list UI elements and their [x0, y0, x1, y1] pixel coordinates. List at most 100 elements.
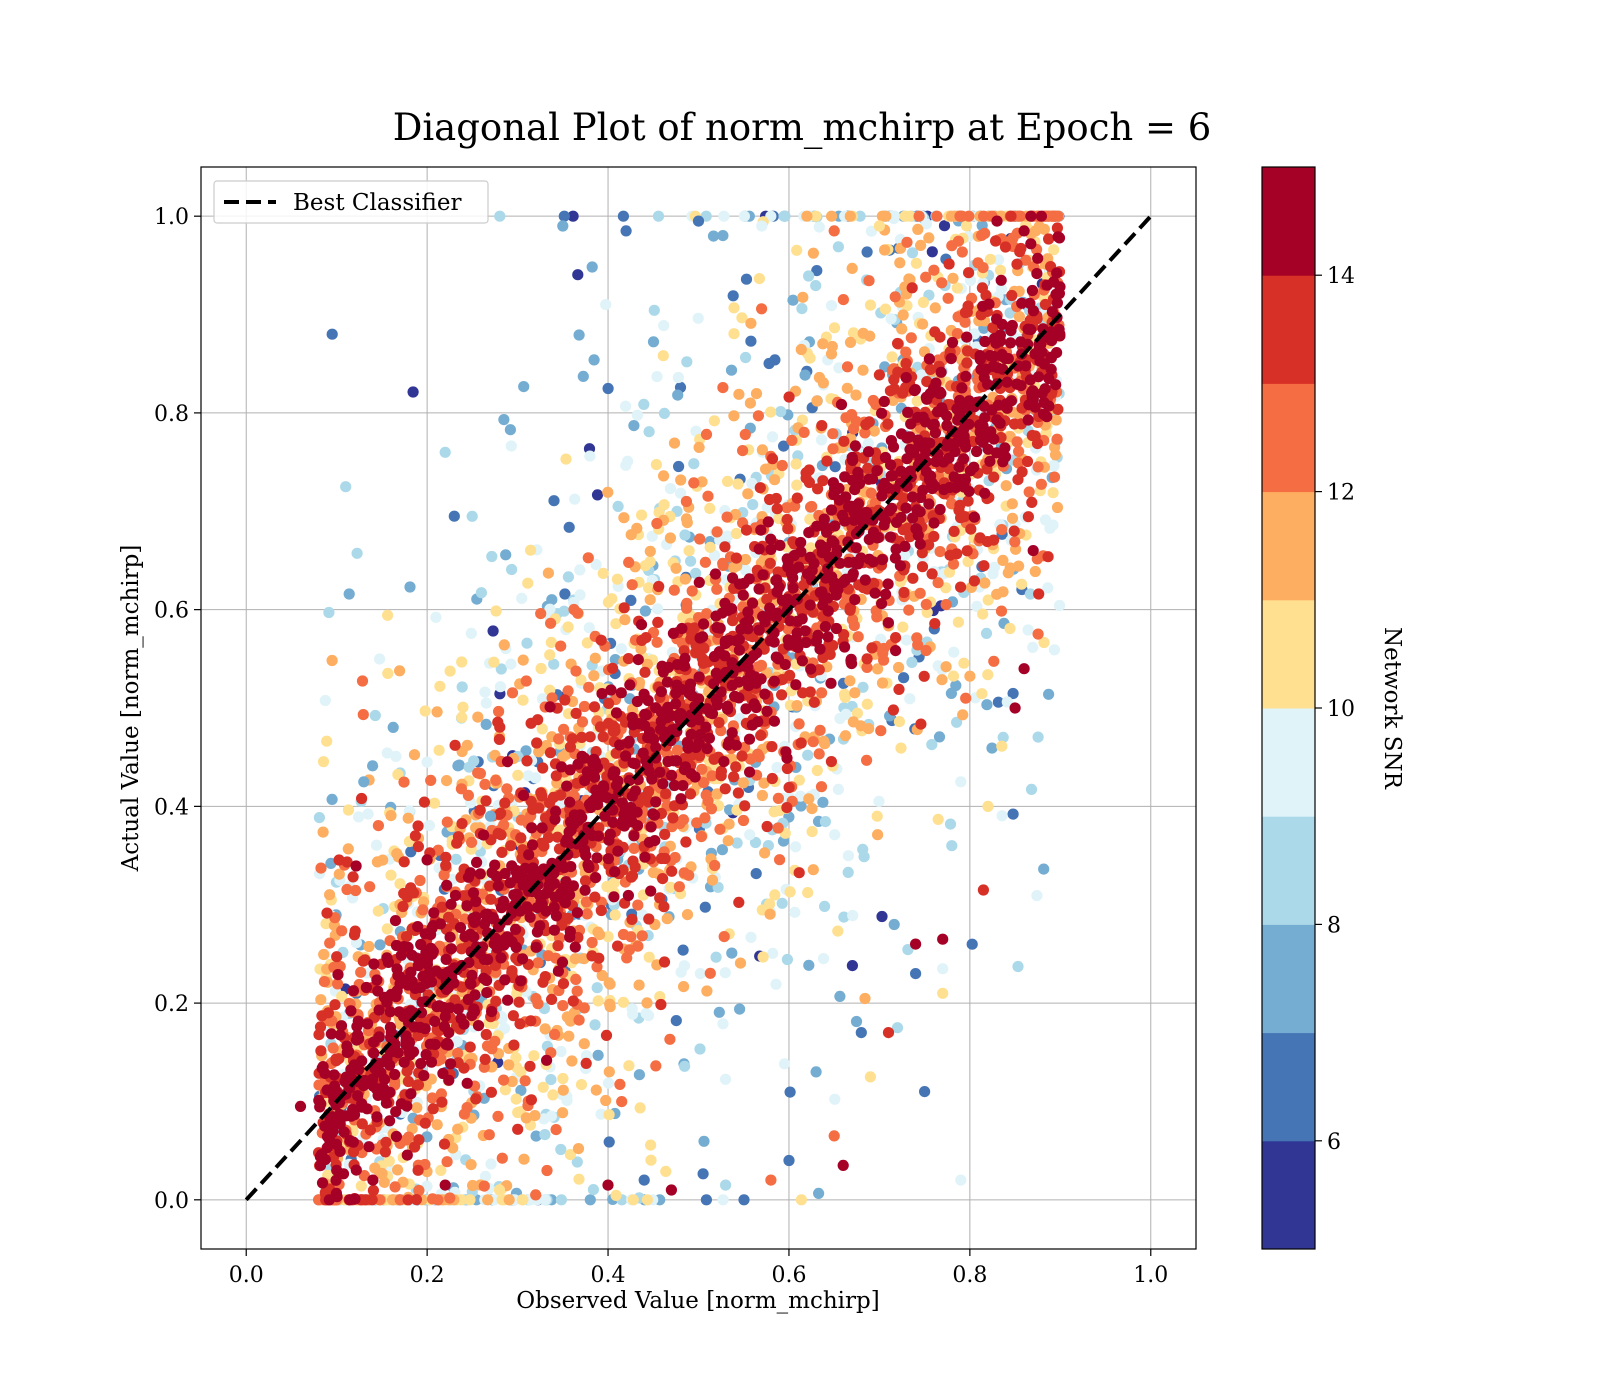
scatter-point [740, 703, 752, 715]
scatter-point [326, 793, 338, 806]
scatter-point [962, 495, 974, 507]
scatter-point [717, 1194, 729, 1206]
scatter-point [532, 714, 544, 726]
scatter-point [645, 1139, 657, 1151]
scatter-point [558, 605, 570, 617]
scatter-point [456, 711, 468, 724]
scatter-point [878, 395, 890, 408]
scatter-point [588, 354, 600, 366]
scatter-point [327, 1042, 339, 1054]
scatter-point [1022, 414, 1034, 426]
scatter-point [428, 907, 440, 919]
scatter-point [1004, 337, 1017, 349]
scatter-point [389, 1181, 401, 1193]
scatter-point [1052, 403, 1064, 415]
scatter-point [1006, 498, 1018, 510]
scatter-point [806, 803, 818, 815]
scatter-point [350, 860, 362, 872]
scatter-point [501, 756, 514, 768]
scatter-point [668, 437, 681, 449]
scatter-point [992, 696, 1005, 708]
scatter-point [488, 656, 500, 668]
scatter-point [832, 241, 845, 253]
scatter-point [863, 416, 875, 428]
scatter-point [610, 1189, 622, 1201]
scatter-point [595, 1108, 607, 1120]
scatter-point [494, 210, 506, 222]
scatter-point [544, 747, 557, 759]
scatter-point [775, 406, 787, 418]
scatter-point [499, 867, 511, 880]
scatter-point [876, 554, 888, 566]
scatter-point [1022, 511, 1034, 523]
scatter-point [717, 230, 729, 242]
scatter-point [464, 1041, 476, 1053]
scatter-point [427, 1103, 439, 1115]
scatter-point [440, 851, 452, 863]
scatter-point [434, 918, 446, 930]
scatter-point [929, 618, 941, 630]
scatter-point [425, 774, 437, 787]
scatter-point [470, 895, 482, 908]
scatter-point [790, 841, 802, 853]
scatter-point [861, 698, 873, 710]
scatter-point [907, 572, 919, 584]
scatter-point [419, 705, 431, 717]
scatter-point [713, 717, 725, 729]
scatter-point [956, 432, 969, 444]
scatter-point [489, 1035, 501, 1047]
scatter-point [996, 524, 1008, 536]
scatter-point [826, 210, 838, 222]
scatter-point [920, 644, 932, 657]
scatter-point [623, 556, 635, 569]
scatter-point [578, 752, 591, 764]
scatter-point [313, 812, 325, 824]
scatter-point [756, 789, 769, 802]
scatter-point [415, 938, 427, 951]
scatter-point [433, 1000, 445, 1012]
scatter-point [506, 563, 518, 576]
scatter-point [916, 561, 929, 573]
scatter-point [390, 750, 402, 763]
scatter-point [726, 727, 738, 739]
scatter-point [424, 1038, 436, 1050]
scatter-point [895, 511, 907, 524]
scatter-point [813, 748, 825, 760]
scatter-point [978, 560, 990, 572]
scatter-point [651, 371, 663, 383]
scatter-point [850, 1015, 863, 1028]
scatter-point [452, 1047, 464, 1059]
scatter-point [519, 1075, 531, 1087]
scatter-point [666, 865, 678, 877]
scatter-point [696, 763, 708, 775]
scatter-point [348, 1059, 360, 1071]
scatter-point [550, 910, 563, 922]
scatter-point [412, 921, 424, 933]
scatter-point [810, 210, 822, 222]
scatter-point [545, 617, 557, 629]
scatter-point [920, 271, 932, 283]
scatter-point [923, 498, 935, 510]
scatter-point [850, 542, 862, 554]
scatter-point [828, 322, 841, 334]
scatter-point [700, 428, 713, 440]
scatter-point [694, 1043, 706, 1055]
scatter-point [842, 850, 855, 862]
scatter-point [444, 665, 456, 677]
scatter-point [929, 302, 941, 314]
scatter-point [932, 577, 944, 589]
scatter-point [759, 847, 771, 859]
scatter-point [933, 731, 946, 743]
scatter-point [369, 709, 381, 722]
scatter-point [957, 709, 969, 721]
scatter-point [752, 716, 764, 728]
scatter-point [571, 1156, 583, 1168]
scatter-point [838, 911, 850, 923]
scatter-point [892, 366, 904, 378]
scatter-point [528, 1050, 540, 1062]
scatter-point [882, 418, 894, 430]
scatter-point [321, 907, 333, 919]
scatter-point [411, 1102, 423, 1114]
scatter-point [830, 622, 843, 635]
scatter-point [728, 410, 740, 422]
